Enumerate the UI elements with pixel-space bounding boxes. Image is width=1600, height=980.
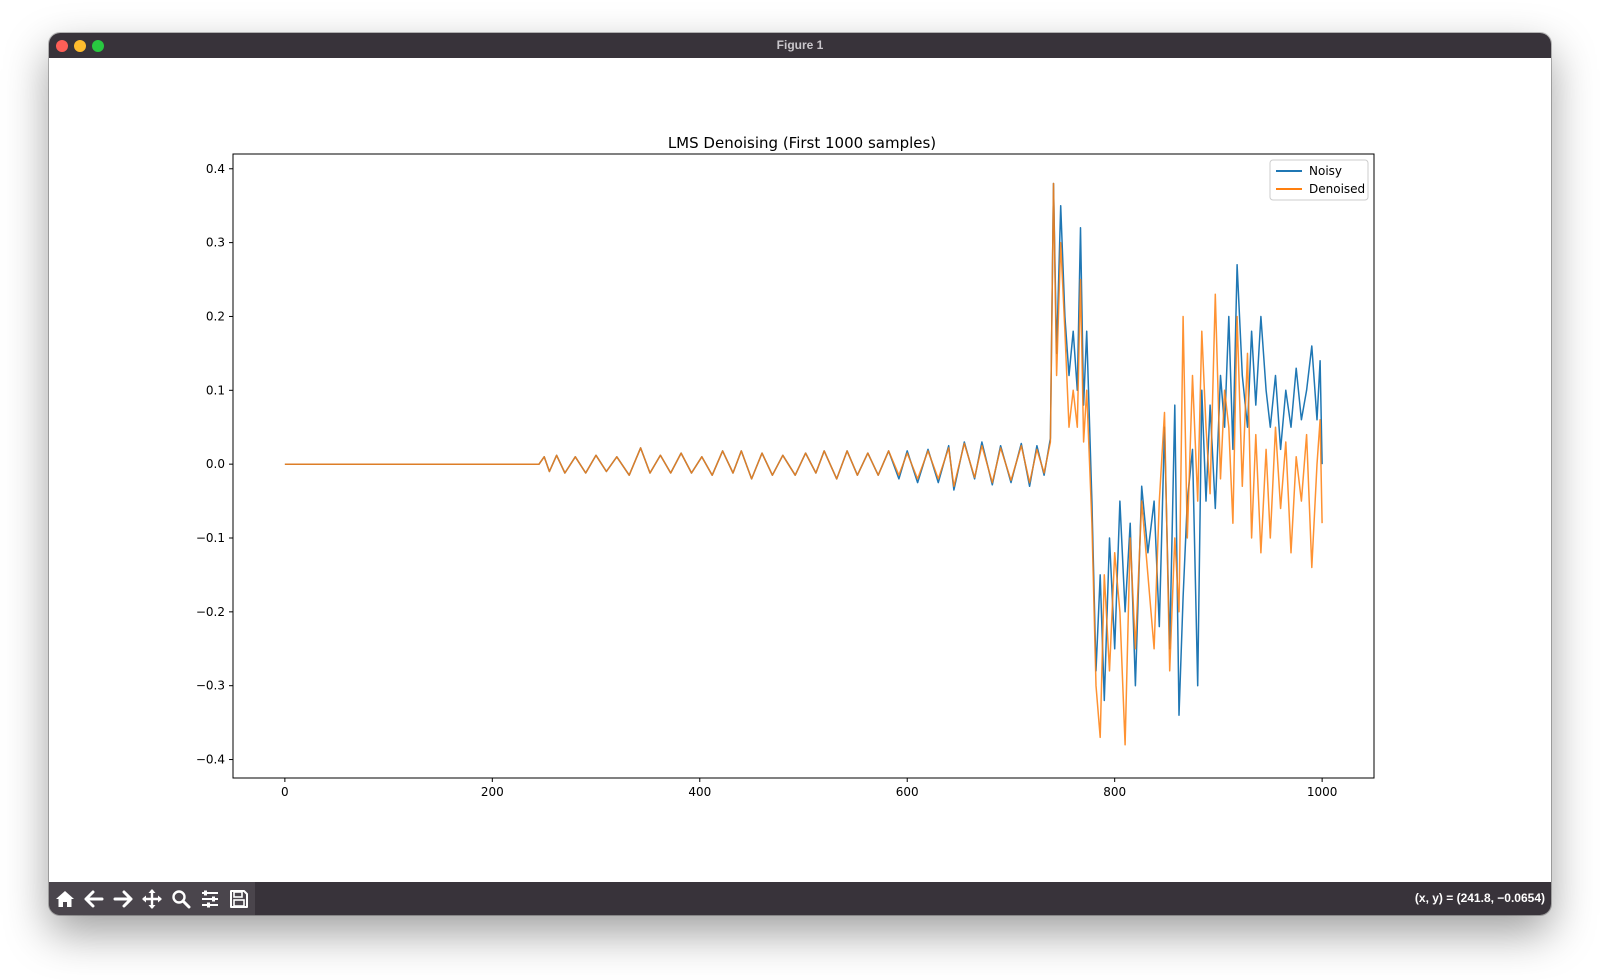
toolbar-button-group (49, 882, 255, 915)
x-tick-label: 1000 (1307, 785, 1338, 799)
close-window-button[interactable] (56, 40, 68, 52)
y-tick-label: −0.3 (196, 679, 225, 693)
title-bar[interactable]: Figure 1 (49, 33, 1551, 59)
subplots-sliders-icon (201, 890, 218, 907)
y-tick-label: 0.2 (206, 309, 225, 323)
save-floppy-icon (229, 889, 248, 908)
chart-title: LMS Denoising (First 1000 samples) (668, 134, 936, 152)
pan-button[interactable] (138, 885, 165, 912)
y-tick-label: −0.4 (196, 753, 225, 767)
series-layer (284, 182, 1323, 746)
axes-frame (232, 153, 1375, 779)
zoom-window-button[interactable] (92, 40, 104, 52)
axis-ticks: 0 200 400 600 800 1000 0.4 0.3 0.2 0.1 0.0 −0.1 −0.2… (196, 162, 1338, 799)
legend-label-noisy: Noisy (1309, 164, 1342, 178)
back-button[interactable] (80, 885, 107, 912)
figure-window: Figure 1 LMS Denoising (First 1000 sampl… (49, 33, 1551, 915)
figure-canvas[interactable]: LMS Denoising (First 1000 samples) 0 200 4… (49, 58, 1551, 882)
y-tick-label: −0.2 (196, 605, 225, 619)
pan-move-icon (141, 888, 162, 909)
forward-arrow-icon (113, 890, 132, 907)
x-tick-label: 800 (1103, 785, 1126, 799)
series-line-denoised (284, 182, 1323, 746)
back-arrow-icon (84, 890, 103, 907)
y-tick-label: 0.0 (206, 457, 225, 471)
y-tick-label: 0.3 (206, 236, 225, 250)
home-icon (55, 890, 74, 907)
minimize-window-button[interactable] (74, 40, 86, 52)
save-button[interactable] (225, 885, 252, 912)
cursor-coordinates: (x, y) = (241.8, −0.0654) (1414, 891, 1545, 905)
x-tick-label: 600 (896, 785, 919, 799)
zoom-magnifier-icon (171, 889, 190, 908)
x-tick-label: 400 (688, 785, 711, 799)
line-chart: LMS Denoising (First 1000 samples) 0 200 4… (196, 134, 1375, 799)
y-tick-label: −0.1 (196, 531, 225, 545)
y-tick-label: 0.4 (206, 162, 225, 176)
x-tick-label: 0 (281, 785, 289, 799)
x-tick-label: 200 (481, 785, 504, 799)
series-line-noisy (284, 182, 1323, 716)
legend: Noisy Denoised (1269, 159, 1369, 201)
window-title: Figure 1 (776, 38, 824, 52)
navigation-toolbar: (x, y) = (241.8, −0.0654) (49, 882, 1551, 915)
configure-subplots-button[interactable] (196, 885, 223, 912)
legend-label-denoised: Denoised (1309, 182, 1365, 196)
y-tick-label: 0.1 (206, 383, 225, 397)
home-button[interactable] (51, 885, 78, 912)
forward-button[interactable] (109, 885, 136, 912)
zoom-button[interactable] (167, 885, 194, 912)
